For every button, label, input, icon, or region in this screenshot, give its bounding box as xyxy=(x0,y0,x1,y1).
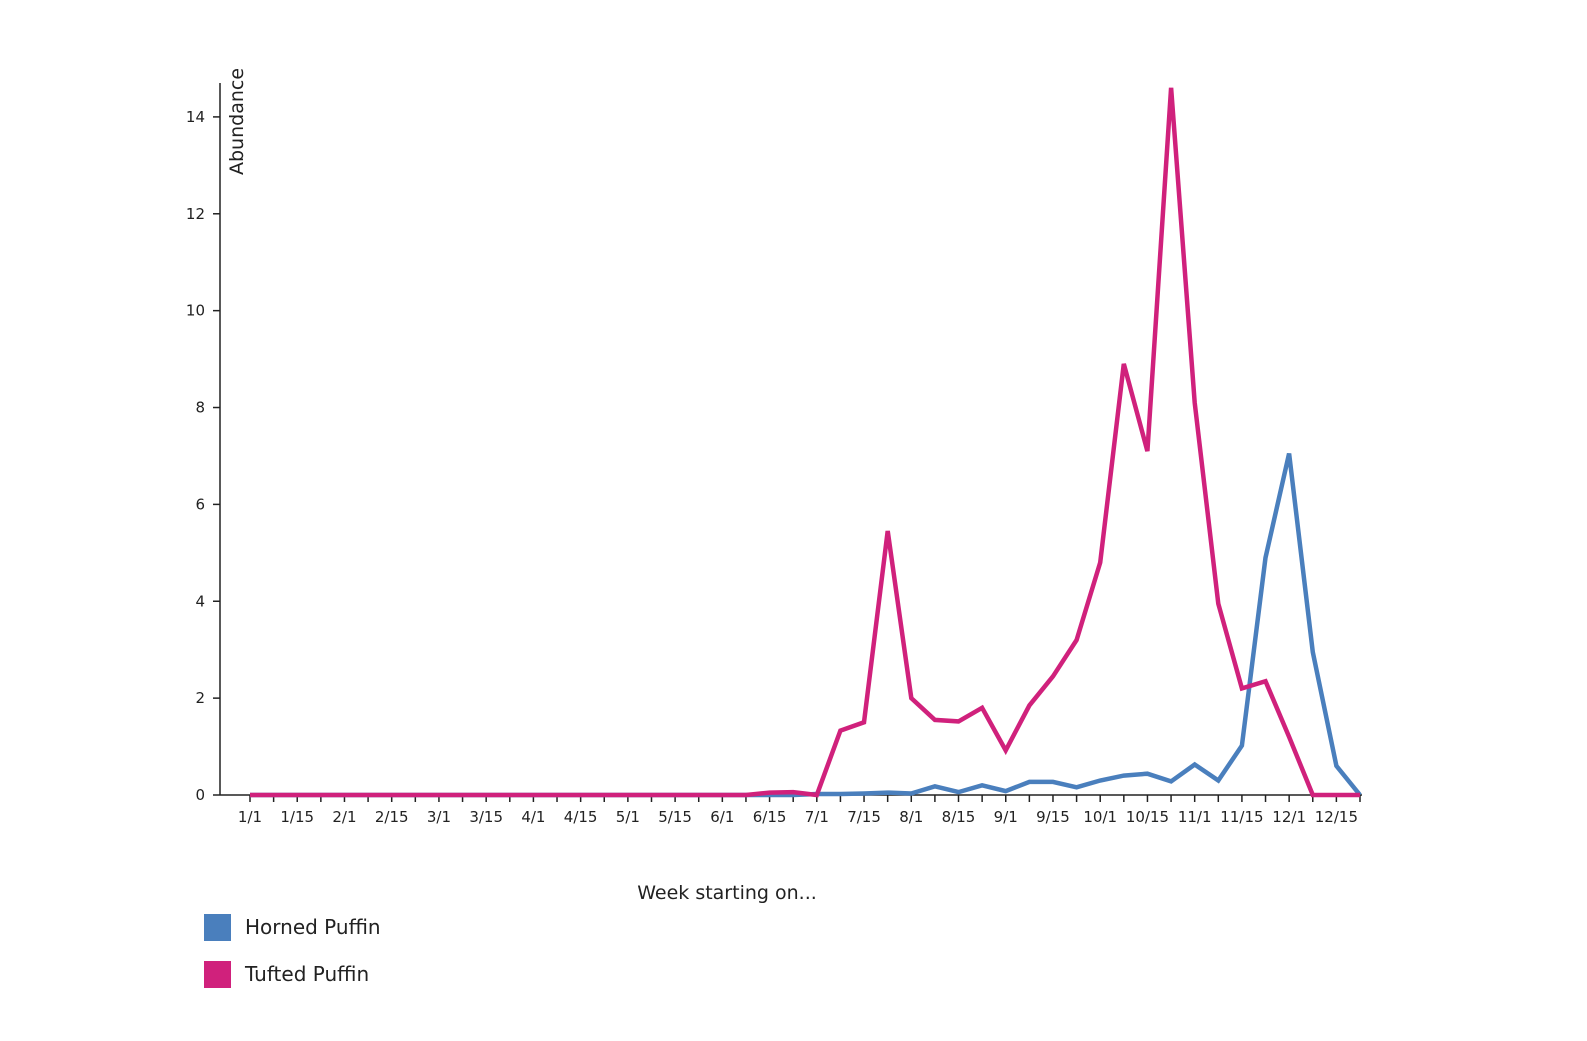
x-tick-label: 2/1 xyxy=(332,808,356,826)
y-tick-label: 14 xyxy=(186,108,205,126)
y-tick-label: 6 xyxy=(195,495,205,513)
y-tick-label: 12 xyxy=(186,205,205,223)
y-tick-label: 8 xyxy=(195,399,205,417)
legend-item-horned-puffin[interactable]: Horned Puffin xyxy=(204,912,381,942)
x-tick-label: 12/1 xyxy=(1272,808,1306,826)
x-tick-label: 4/1 xyxy=(521,808,545,826)
legend-label: Horned Puffin xyxy=(245,915,381,939)
legend-swatch-tufted-puffin xyxy=(204,960,231,988)
y-axis: 0 2 4 6 8 10 12 14 xyxy=(186,83,221,804)
x-axis-title: Week starting on... xyxy=(637,882,817,904)
x-tick-label: 1/15 xyxy=(280,808,314,826)
x-tick-label: 3/15 xyxy=(469,808,503,826)
x-tick-label: 11/1 xyxy=(1178,808,1212,826)
series-line-horned-puffin xyxy=(250,453,1362,798)
x-tick-label: 10/15 xyxy=(1126,808,1169,826)
y-axis-title: Abundance xyxy=(226,68,248,175)
x-tick-label: 5/1 xyxy=(616,808,640,826)
x-tick-label: 12/15 xyxy=(1315,808,1358,826)
legend: Horned Puffin Tufted Puffin xyxy=(204,912,381,1006)
y-tick-label: 10 xyxy=(186,302,205,320)
y-tick-label: 2 xyxy=(195,689,205,707)
x-tick-label: 4/15 xyxy=(564,808,598,826)
x-tick-label: 6/1 xyxy=(710,808,734,826)
x-tick-label: 6/15 xyxy=(753,808,787,826)
x-tick-label: 7/15 xyxy=(847,808,881,826)
x-tick-label: 11/15 xyxy=(1220,808,1263,826)
x-tick-label: 9/1 xyxy=(994,808,1018,826)
x-tick-label: 1/1 xyxy=(238,808,262,826)
legend-label: Tufted Puffin xyxy=(245,962,370,986)
x-tick-label: 3/1 xyxy=(427,808,451,826)
y-tick-label: 4 xyxy=(195,592,205,610)
x-axis: 1/1 1/15 2/1 2/15 3/1 3/15 4/1 4/15 5/1 5/15 6/1 6/… xyxy=(220,794,1362,826)
series-line-tufted-puffin xyxy=(250,87,1360,798)
x-tick-label: 8/15 xyxy=(942,808,976,826)
x-tick-label: 5/15 xyxy=(658,808,692,826)
x-tick-label: 9/15 xyxy=(1036,808,1070,826)
legend-item-tufted-puffin[interactable]: Tufted Puffin xyxy=(204,959,381,989)
x-tick-label: 8/1 xyxy=(899,808,923,826)
legend-swatch-horned-puffin xyxy=(204,913,231,941)
x-tick-label: 10/1 xyxy=(1083,808,1117,826)
series-lines xyxy=(250,87,1362,798)
y-tick-label: 0 xyxy=(195,786,205,804)
x-tick-label: 2/15 xyxy=(375,808,409,826)
x-tick-label: 7/1 xyxy=(805,808,829,826)
